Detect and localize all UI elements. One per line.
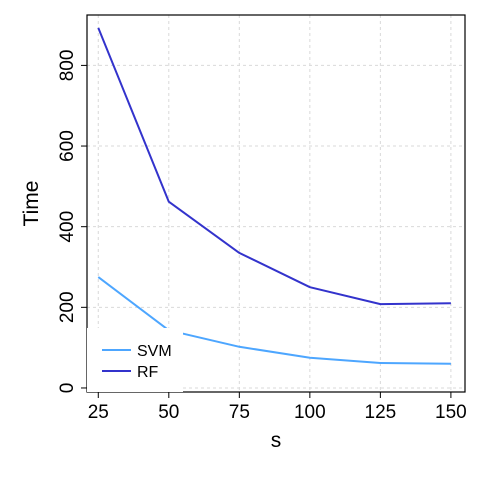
axis-ticks: 25 50 75 100 125 150 0 200 400 600 800 [57, 50, 467, 423]
x-tick-label: 75 [229, 402, 250, 423]
y-tick-label: 400 [57, 211, 78, 243]
plot-border [86, 14, 466, 393]
y-tick-label: 600 [57, 130, 78, 162]
x-tick-label: 25 [88, 402, 109, 423]
x-tick-label: 150 [435, 402, 467, 423]
y-tick-label: 800 [57, 50, 78, 82]
y-axis-title: Time [20, 181, 43, 227]
legend-label-svm: SVM [137, 343, 172, 360]
x-tick-label: 100 [294, 402, 326, 423]
legend-label-rf: RF [137, 364, 159, 381]
series-line-svm [97, 276, 451, 365]
legend-box [87, 328, 183, 392]
x-axis-title: s [271, 429, 282, 452]
x-tick-label: 125 [365, 402, 397, 423]
y-tick-label: 0 [57, 383, 78, 394]
legend: SVM RF [87, 328, 183, 392]
x-tick-label: 50 [158, 402, 179, 423]
series-layer [97, 27, 451, 365]
y-tick-label: 200 [57, 291, 78, 323]
series-line-rf [97, 27, 451, 306]
